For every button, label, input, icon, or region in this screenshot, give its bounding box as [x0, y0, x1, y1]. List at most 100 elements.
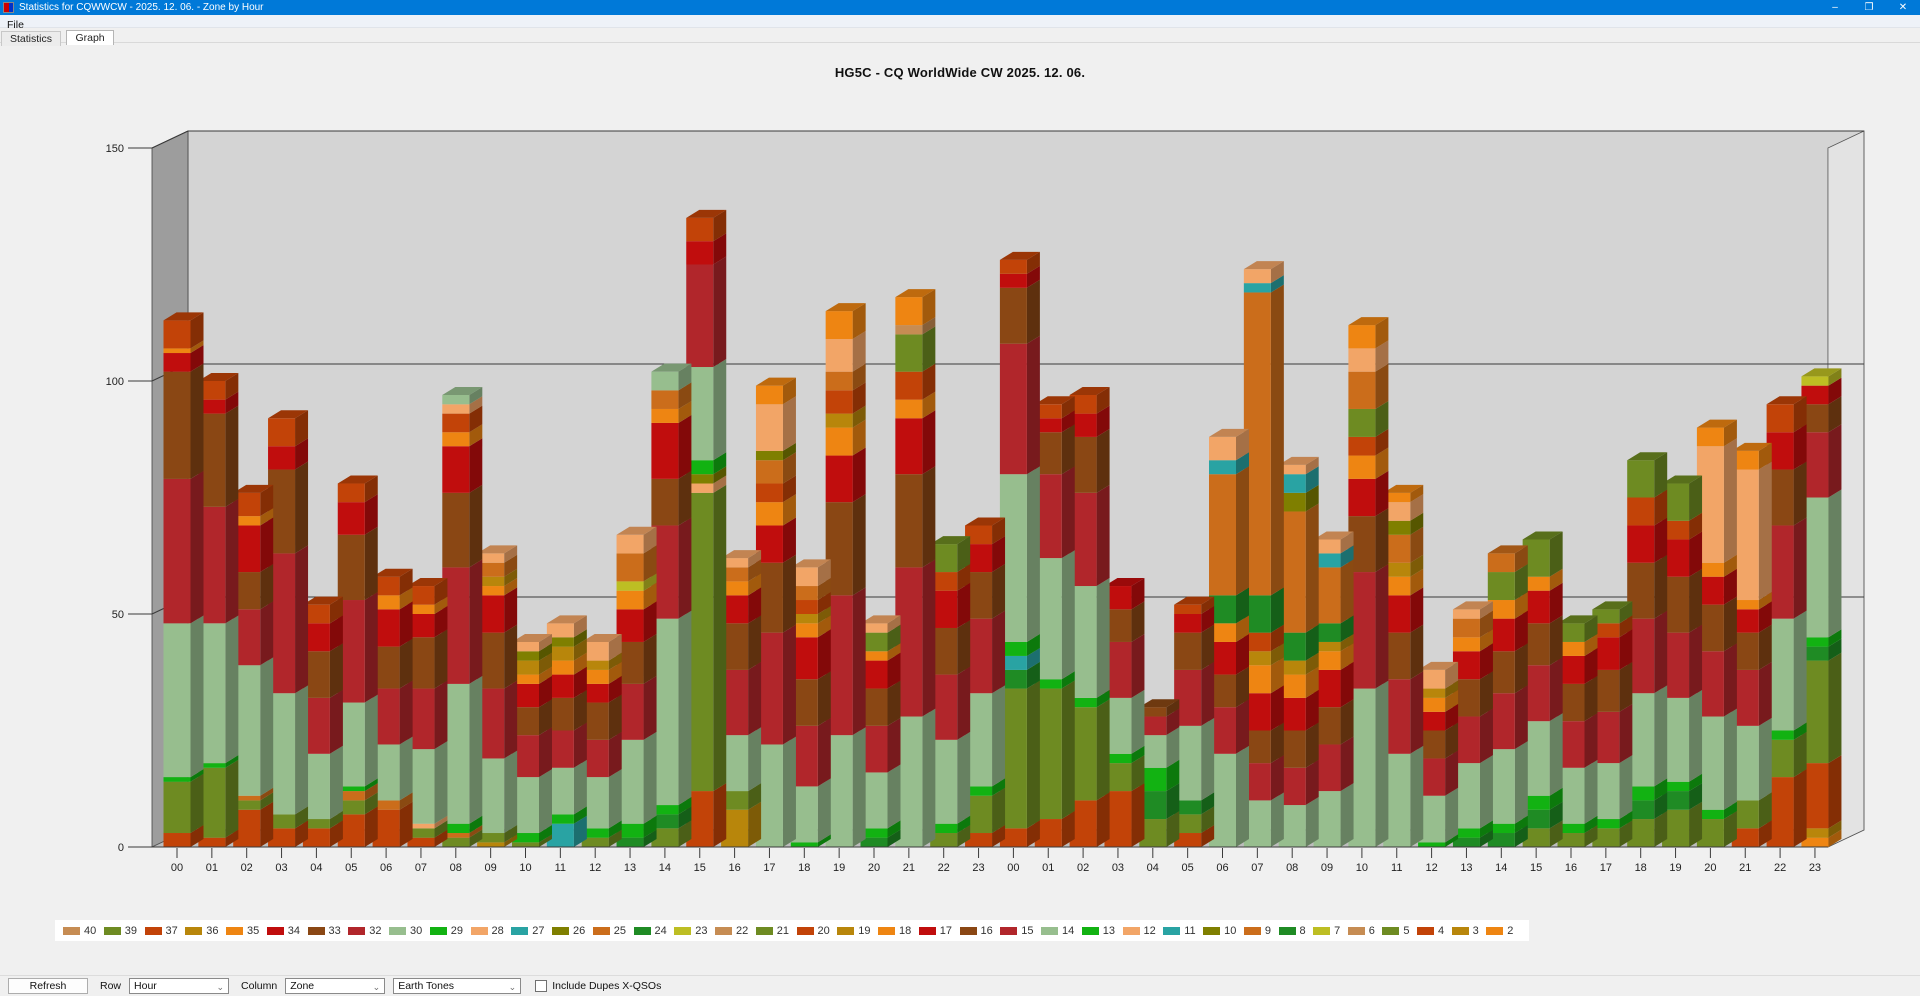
svg-text:01: 01 — [206, 862, 218, 874]
svg-text:01: 01 — [1042, 862, 1054, 874]
legend-item: 29 — [429, 925, 463, 937]
legend-zone-number: 39 — [124, 924, 137, 937]
legend-swatch — [103, 926, 121, 935]
legend-item: 5 — [1382, 925, 1410, 937]
svg-text:11: 11 — [1391, 862, 1402, 874]
legend-swatch — [307, 926, 325, 935]
svg-text:17: 17 — [763, 862, 775, 874]
legend-swatch — [1347, 926, 1365, 935]
close-button[interactable]: ✕ — [1898, 2, 1908, 13]
column-dropdown[interactable]: Zone ⌄ — [285, 978, 386, 994]
svg-text:21: 21 — [1739, 862, 1751, 874]
legend-zone-number: 8 — [1299, 924, 1306, 937]
legend-item: 14 — [1041, 925, 1074, 937]
tab-graph[interactable]: Graph — [66, 30, 114, 45]
svg-text:02: 02 — [1077, 862, 1089, 874]
minimize-button[interactable]: – — [1832, 2, 1838, 13]
svg-text:12: 12 — [1425, 862, 1437, 874]
column-dropdown-value: Zone — [290, 980, 315, 992]
legend-swatch — [1122, 926, 1140, 935]
svg-text:18: 18 — [798, 862, 810, 874]
legend-item: 24 — [633, 924, 667, 937]
legend-item: 26 — [552, 925, 585, 937]
legend-item: 2 — [1486, 925, 1513, 937]
include-dupes-checkbox[interactable] — [535, 980, 548, 992]
chevron-down-icon: ⌄ — [216, 982, 225, 992]
svg-text:22: 22 — [1774, 862, 1786, 874]
svg-text:07: 07 — [1251, 862, 1263, 874]
legend-swatch — [226, 926, 243, 935]
legend-zone-number: 7 — [1334, 924, 1341, 937]
svg-text:12: 12 — [589, 862, 601, 874]
legend-item: 40 — [63, 925, 96, 937]
legend-swatch — [1163, 926, 1181, 935]
legend-zone-number: 22 — [736, 924, 749, 937]
svg-text:10: 10 — [1356, 862, 1368, 874]
legend-item: 7 — [1313, 925, 1340, 937]
legend-item: 28 — [470, 924, 504, 937]
legend-swatch — [837, 926, 855, 935]
legend-item: 15 — [1000, 924, 1034, 937]
svg-text:20: 20 — [868, 862, 880, 874]
legend-swatch — [63, 926, 80, 935]
legend-item: 18 — [878, 925, 911, 937]
legend-swatch — [1486, 926, 1504, 935]
svg-text:06: 06 — [380, 862, 392, 874]
legend-zone-number: 23 — [695, 924, 708, 937]
legend-swatch — [185, 926, 203, 935]
legend-swatch — [1041, 926, 1058, 935]
legend-item: 11 — [1163, 924, 1196, 937]
chevron-down-icon: ⌄ — [372, 982, 381, 992]
refresh-button[interactable]: Refresh — [8, 978, 88, 994]
legend-swatch — [715, 926, 732, 935]
legend-zone-number: 4 — [1438, 924, 1445, 937]
svg-text:17: 17 — [1600, 862, 1612, 874]
restore-button[interactable]: ❐ — [1864, 2, 1874, 13]
svg-text:02: 02 — [241, 862, 253, 874]
legend-swatch — [389, 926, 406, 935]
legend-zone-number: 27 — [532, 924, 545, 937]
svg-text:16: 16 — [728, 862, 740, 874]
palette-dropdown[interactable]: Earth Tones ⌄ — [393, 978, 522, 994]
legend-zone-number: 12 — [1143, 924, 1156, 937]
legend-item: 22 — [715, 925, 748, 937]
legend-swatch — [755, 926, 773, 935]
svg-text:00: 00 — [171, 862, 183, 874]
row-label: Row — [100, 980, 122, 992]
legend-zone-number: 32 — [369, 924, 382, 937]
legend-item: 10 — [1203, 925, 1236, 937]
bottom-toolbar: Refresh Row Hour ⌄ Column Zone ⌄ Earth T… — [0, 975, 1920, 996]
legend-zone-number: 34 — [287, 924, 300, 937]
legend-swatch — [511, 926, 529, 935]
svg-text:50: 50 — [112, 609, 124, 621]
svg-text:05: 05 — [345, 862, 357, 874]
legend-item: 17 — [918, 925, 952, 937]
svg-text:15: 15 — [1530, 862, 1542, 874]
row-dropdown[interactable]: Hour ⌄ — [129, 978, 230, 994]
legend-item: 6 — [1347, 925, 1375, 937]
window-title: Statistics for CQWWCW - 2025. 12. 06. - … — [19, 2, 264, 13]
legend-zone-number: 20 — [817, 924, 830, 937]
legend-zone-number: 11 — [1184, 924, 1196, 937]
svg-text:22: 22 — [938, 862, 950, 874]
legend-item: 20 — [796, 924, 830, 937]
legend-item: 32 — [348, 924, 382, 937]
legend-item: 12 — [1122, 924, 1156, 937]
app-icon — [3, 2, 14, 13]
legend-zone-number: 15 — [1021, 924, 1034, 937]
legend-swatch — [674, 926, 692, 935]
legend-swatch — [1417, 926, 1435, 935]
svg-text:09: 09 — [1321, 862, 1333, 874]
legend-zone-number: 28 — [491, 924, 504, 937]
svg-text:04: 04 — [310, 862, 322, 874]
legend-zone-number: 25 — [613, 924, 626, 937]
chart-legend: 40 39 37 36 35 34 33 32 30 29 28 27 26 25 24 23 22 21 20 19… — [55, 920, 1529, 941]
legend-zone-number: 36 — [206, 924, 219, 937]
legend-zone-number: 24 — [654, 924, 667, 937]
tab-statistics[interactable]: Statistics — [1, 31, 62, 46]
legend-swatch — [592, 926, 610, 935]
legend-zone-number: 10 — [1224, 924, 1237, 937]
svg-text:00: 00 — [1007, 862, 1019, 874]
chevron-down-icon: ⌄ — [508, 982, 517, 992]
svg-text:19: 19 — [1669, 862, 1681, 874]
